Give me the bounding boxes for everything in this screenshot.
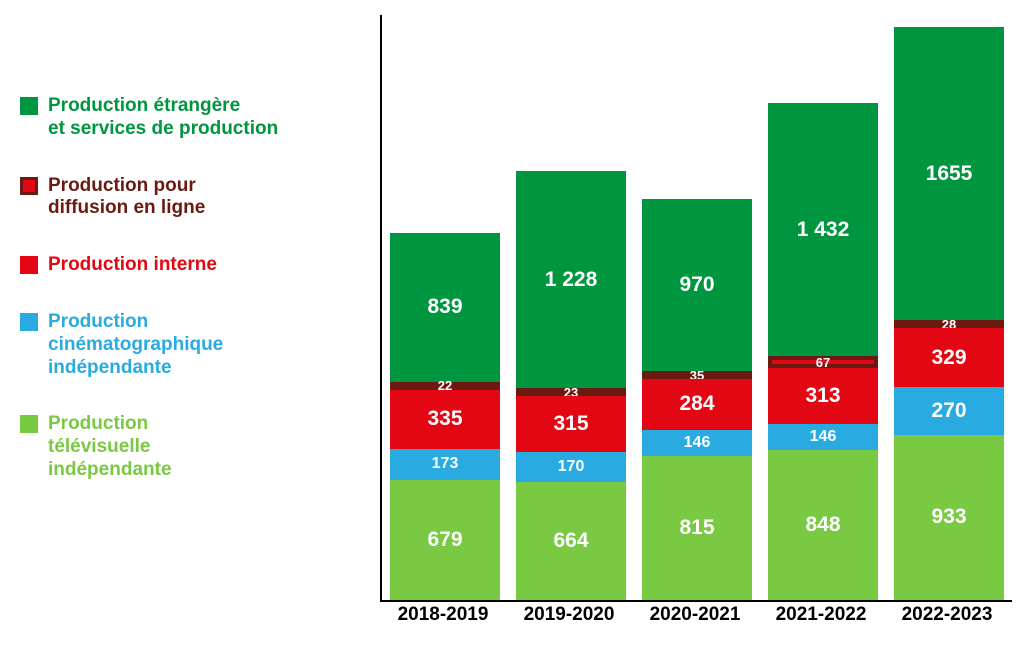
chart-container: Production étrangèreet services de produ… <box>0 0 1024 649</box>
legend-swatch <box>20 415 38 433</box>
bar-segment: 933 <box>894 435 1004 600</box>
bar-segment: 270 <box>894 387 1004 435</box>
bar-segment: 335 <box>390 390 500 449</box>
legend: Production étrangèreet services de produ… <box>20 95 360 516</box>
x-axis-label: 2018-2019 <box>380 604 506 626</box>
legend-swatch <box>20 177 38 195</box>
bar-segment: 313 <box>768 368 878 423</box>
plot-area: 679 173 335 22 839 664 170 315 23 1 228 815 146 284 3… <box>380 15 1012 602</box>
bar-column: 848 146 313 67 1 432 <box>760 103 886 600</box>
bar-value-label: 679 <box>427 528 462 552</box>
bar-segment: 22 <box>390 382 500 390</box>
bar-segment: 679 <box>390 480 500 600</box>
bar-value-label: 970 <box>679 273 714 297</box>
bar-column: 679 173 335 22 839 <box>382 233 508 600</box>
bar-value-label: 848 <box>805 513 840 537</box>
bar-segment: 146 <box>768 424 878 450</box>
x-axis-labels: 2018-20192019-20202020-20212021-20222022… <box>380 604 1010 626</box>
bar-segment: 839 <box>390 233 500 382</box>
bar-segment: 848 <box>768 450 878 600</box>
legend-item: Production étrangèreet services de produ… <box>20 95 360 141</box>
bar-value-label: 1655 <box>926 162 973 186</box>
bar-segment: 315 <box>516 396 626 452</box>
bar-value-label: 173 <box>432 455 459 473</box>
bar-segment: 970 <box>642 199 752 371</box>
bar-segment: 67 <box>768 356 878 368</box>
bar-value-label: 146 <box>810 428 837 446</box>
bar-value-label: 1 432 <box>797 218 850 242</box>
bar-segment: 815 <box>642 456 752 600</box>
legend-swatch <box>20 256 38 274</box>
bar-segment: 173 <box>390 449 500 480</box>
bar-value-label: 146 <box>684 434 711 452</box>
bar-column: 664 170 315 23 1 228 <box>508 171 634 600</box>
bar-segment: 1 432 <box>768 103 878 357</box>
bar-segment: 35 <box>642 371 752 379</box>
bar-value-label: 315 <box>553 412 588 436</box>
bar-column: 933 270 329 28 1655 <box>886 27 1012 600</box>
bar-value-label: 329 <box>931 346 966 370</box>
bar-value-label: 170 <box>558 458 585 476</box>
legend-label: Productioncinématographiqueindépendante <box>48 311 223 379</box>
bar-segment: 664 <box>516 482 626 600</box>
bar-value-label: 313 <box>805 384 840 408</box>
bar-value-label: 284 <box>679 392 714 416</box>
bar-segment: 28 <box>894 320 1004 328</box>
bars-group: 679 173 335 22 839 664 170 315 23 1 228 815 146 284 3… <box>382 15 1012 600</box>
bar-value-label: 815 <box>679 516 714 540</box>
legend-label: Production interne <box>48 254 217 277</box>
x-axis-label: 2019-2020 <box>506 604 632 626</box>
legend-item: Production pourdiffusion en ligne <box>20 175 360 221</box>
bar-value-label: 335 <box>427 407 462 431</box>
x-axis-label: 2022-2023 <box>884 604 1010 626</box>
bar-value-label: 1 228 <box>545 268 598 292</box>
legend-swatch <box>20 313 38 331</box>
bar-value-label: 270 <box>931 399 966 423</box>
bar-segment: 23 <box>516 388 626 396</box>
legend-item: Productioncinématographiqueindépendante <box>20 311 360 379</box>
bar-segment: 1 228 <box>516 171 626 389</box>
bar-value-label: 839 <box>427 295 462 319</box>
legend-swatch <box>20 97 38 115</box>
x-axis-label: 2020-2021 <box>632 604 758 626</box>
bar-segment: 146 <box>642 430 752 456</box>
legend-label: Productiontélévisuelleindépendante <box>48 413 172 481</box>
legend-label: Production pourdiffusion en ligne <box>48 175 205 221</box>
bar-column: 815 146 284 35 970 <box>634 199 760 600</box>
bar-value-label: 933 <box>931 505 966 529</box>
legend-item: Production interne <box>20 254 360 277</box>
bar-segment: 170 <box>516 452 626 482</box>
bar-segment: 1655 <box>894 27 1004 320</box>
legend-item: Productiontélévisuelleindépendante <box>20 413 360 481</box>
bar-segment: 284 <box>642 379 752 429</box>
legend-label: Production étrangèreet services de produ… <box>48 95 278 141</box>
x-axis-label: 2021-2022 <box>758 604 884 626</box>
bar-value-label: 664 <box>553 529 588 553</box>
bar-segment: 329 <box>894 328 1004 386</box>
